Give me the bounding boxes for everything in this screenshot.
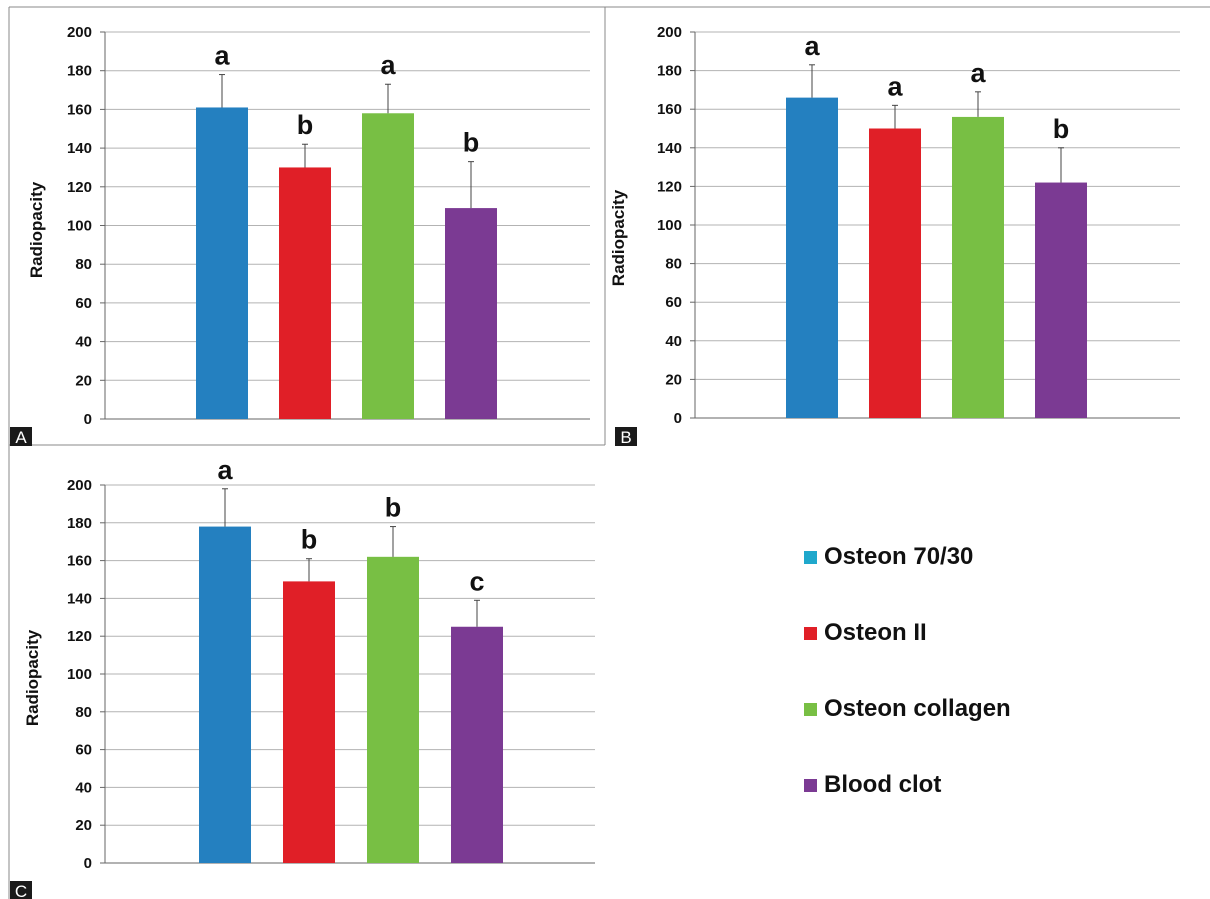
y-tick-label: 160 — [657, 101, 682, 118]
significance-label-blood-clot: c — [469, 566, 484, 596]
y-tick-label: 140 — [67, 590, 92, 607]
significance-label-osteon-ii: b — [297, 110, 314, 140]
y-axis-label: Radiopacity — [23, 629, 42, 726]
chart-panel-a: 0 20 40 60 80 100 120 140 160 180 200 Radiopacity a b… — [10, 24, 590, 447]
legend-label-blood-clot: Blood clot — [824, 771, 942, 798]
significance-label-osteon-70-30: a — [804, 31, 820, 61]
significance-label-osteon-collagen: a — [380, 50, 396, 80]
y-tick-label: 80 — [665, 256, 682, 273]
panel-tag-a: A — [15, 428, 27, 447]
chart-panel-b: 0 20 40 60 80 100 120 140 160 180 200 Radiopacity a a… — [609, 24, 1180, 447]
panel-tag-b: B — [620, 428, 631, 447]
y-tick-label: 60 — [75, 295, 92, 312]
y-tick-label: 120 — [657, 178, 682, 195]
y-axis-label: Radiopacity — [27, 181, 46, 278]
chart-panel-c: 0 20 40 60 80 100 120 140 160 180 200 Radiopacity a b… — [10, 455, 595, 899]
panel-tag-c: C — [15, 882, 27, 899]
legend: Osteon 70/30 Osteon II Osteon collagen B… — [804, 538, 1184, 842]
significance-label-osteon-ii: a — [887, 71, 903, 101]
y-tick-label: 80 — [75, 256, 92, 273]
y-tick-label: 140 — [657, 140, 682, 157]
y-tick-label: 40 — [75, 334, 92, 351]
significance-label-osteon-ii: b — [301, 525, 318, 555]
significance-label-osteon-70-30: a — [217, 455, 233, 485]
legend-swatch-blood-clot — [804, 778, 817, 792]
legend-swatch-osteon-ii — [804, 626, 817, 640]
y-tick-label: 160 — [67, 101, 92, 118]
significance-label-osteon-collagen: a — [970, 58, 986, 88]
y-tick-label: 160 — [67, 553, 92, 570]
bar-osteon-ii — [283, 581, 335, 863]
y-tick-label: 20 — [75, 372, 92, 389]
legend-item-osteon-collagen: Osteon collagen — [804, 690, 1184, 728]
y-tick-label: 200 — [67, 24, 92, 41]
y-tick-label: 60 — [665, 294, 682, 311]
bar-blood-clot — [445, 208, 497, 419]
bar-osteon-ii — [279, 167, 331, 419]
panel-tag-box-c — [10, 881, 32, 899]
bar-blood-clot — [451, 626, 503, 863]
bar-blood-clot — [1035, 182, 1087, 418]
significance-label-blood-clot: b — [463, 128, 480, 158]
y-tick-label: 100 — [67, 666, 92, 683]
y-tick-label: 180 — [657, 63, 682, 80]
y-tick-label: 100 — [67, 218, 92, 235]
legend-swatch-osteon-70-30 — [804, 550, 817, 564]
legend-label-osteon-70-30: Osteon 70/30 — [824, 543, 974, 570]
y-tick-label: 200 — [657, 24, 682, 41]
y-tick-label: 0 — [84, 411, 92, 428]
y-tick-label: 40 — [665, 333, 682, 350]
legend-label-osteon-collagen: Osteon collagen — [824, 695, 1011, 722]
y-tick-label: 120 — [67, 628, 92, 645]
panel-tag-box-a — [10, 427, 32, 446]
y-tick-label: 0 — [674, 410, 682, 427]
y-tick-label: 120 — [67, 179, 92, 196]
significance-label-osteon-collagen: b — [385, 493, 402, 523]
panel-tag-box-b — [615, 427, 637, 446]
legend-item-blood-clot: Blood clot — [804, 766, 1184, 804]
y-tick-label: 60 — [75, 742, 92, 759]
significance-label-osteon-70-30: a — [214, 41, 230, 71]
bar-osteon-ii — [869, 128, 921, 418]
y-tick-label: 40 — [75, 779, 92, 796]
bar-osteon-70-30 — [196, 107, 248, 419]
bar-osteon-collagen — [362, 113, 414, 420]
y-tick-label: 20 — [665, 371, 682, 388]
bar-osteon-collagen — [367, 556, 419, 863]
y-tick-label: 200 — [67, 477, 92, 494]
bar-osteon-collagen — [952, 116, 1004, 419]
y-tick-label: 180 — [67, 63, 92, 80]
y-tick-label: 80 — [75, 704, 92, 721]
significance-label-blood-clot: b — [1053, 114, 1070, 144]
legend-label-osteon-ii: Osteon II — [824, 619, 927, 646]
y-tick-label: 100 — [657, 217, 682, 234]
y-axis-label: Radiopacity — [609, 189, 628, 286]
legend-item-osteon-70-30: Osteon 70/30 — [804, 538, 1184, 576]
bar-osteon-70-30 — [199, 526, 251, 863]
bar-osteon-70-30 — [786, 97, 838, 419]
y-tick-label: 20 — [75, 817, 92, 834]
legend-swatch-osteon-collagen — [804, 702, 817, 716]
y-tick-label: 180 — [67, 515, 92, 532]
y-tick-label: 0 — [84, 855, 92, 872]
y-tick-label: 140 — [67, 140, 92, 157]
legend-item-osteon-ii: Osteon II — [804, 614, 1184, 652]
